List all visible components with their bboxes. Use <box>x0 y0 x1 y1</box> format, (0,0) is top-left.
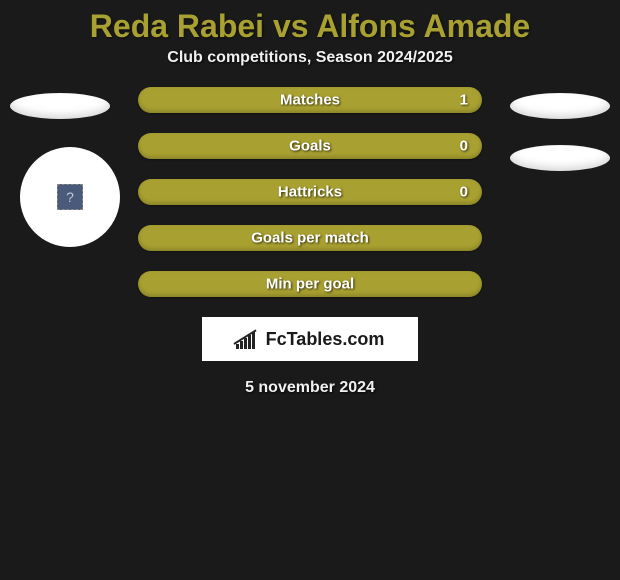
brand-box: FcTables.com <box>202 317 418 361</box>
avatar: ? <box>20 147 120 247</box>
stat-label: Hattricks <box>278 184 342 201</box>
stat-bar-min-per-goal: Min per goal <box>138 271 482 297</box>
stat-bar-goals-per-match: Goals per match <box>138 225 482 251</box>
player-left-disc <box>10 93 110 119</box>
stat-label: Goals <box>289 138 331 155</box>
stat-value-right: 1 <box>460 92 468 109</box>
stat-bar-matches: Matches 1 <box>138 87 482 113</box>
stat-bar-hattricks: Hattricks 0 <box>138 179 482 205</box>
footer-date: 5 november 2024 <box>0 379 620 397</box>
avatar-placeholder-icon: ? <box>57 184 83 210</box>
stat-bars: Matches 1 Goals 0 Hattricks 0 Goals per … <box>138 87 482 297</box>
player-right-disc-2 <box>510 145 610 171</box>
stat-label: Matches <box>280 92 340 109</box>
stat-label: Goals per match <box>251 230 369 247</box>
stat-value-right: 0 <box>460 184 468 201</box>
page-subtitle: Club competitions, Season 2024/2025 <box>0 49 620 87</box>
page-title: Reda Rabei vs Alfons Amade <box>0 0 620 49</box>
stat-bar-goals: Goals 0 <box>138 133 482 159</box>
player-right-disc-1 <box>510 93 610 119</box>
stat-label: Min per goal <box>266 276 354 293</box>
brand-chart-icon <box>236 329 260 349</box>
stats-area: ? Matches 1 Goals 0 Hattricks 0 Goals pe… <box>0 87 620 397</box>
stat-value-right: 0 <box>460 138 468 155</box>
brand-text: FcTables.com <box>266 329 385 350</box>
